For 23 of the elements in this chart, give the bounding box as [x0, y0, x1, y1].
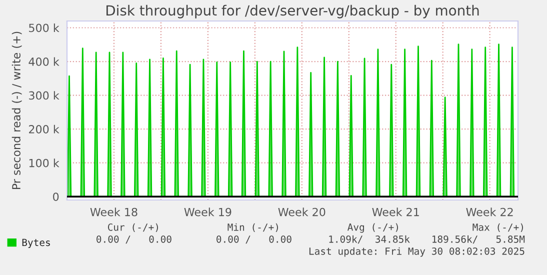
x-tick-label: Week 18	[90, 208, 138, 216]
legend-label: Bytes	[22, 238, 50, 248]
text: Min (-/+)	[228, 223, 278, 232]
text: Avg (-/+)	[348, 223, 398, 233]
text: Cur (-/+)	[108, 223, 158, 232]
y-tick-label: 300 k	[29, 91, 60, 100]
x-tick-label: Week 21	[372, 208, 419, 216]
x-tick-label: Week 20	[278, 208, 326, 216]
text: 189.56k/ 5.85M	[432, 235, 525, 244]
x-tick-label: Week 19	[184, 208, 232, 216]
text: 1.09k/ 34.85k	[329, 235, 410, 244]
text: 0.00 / 0.00	[216, 235, 292, 244]
chart-title: Disk throughput for /dev/server-vg/backup - by month	[106, 4, 479, 18]
text: 0.00 / 0.00	[96, 235, 172, 244]
text: Last update: Fri May 30 08:02:03 2025	[309, 247, 524, 257]
y-tick-label: 400 k	[28, 57, 60, 66]
x-tick-label: Week 22	[466, 208, 513, 216]
y-tick-label: 200 k	[29, 124, 60, 134]
text: Max (-/+)	[472, 223, 523, 232]
y-tick-label: 0	[53, 192, 59, 201]
y-tick-label: 100 k	[29, 158, 60, 168]
y-tick-label: 500 k	[29, 24, 60, 32]
y-axis-title: Pr second read (-) / write (+)	[12, 32, 22, 190]
